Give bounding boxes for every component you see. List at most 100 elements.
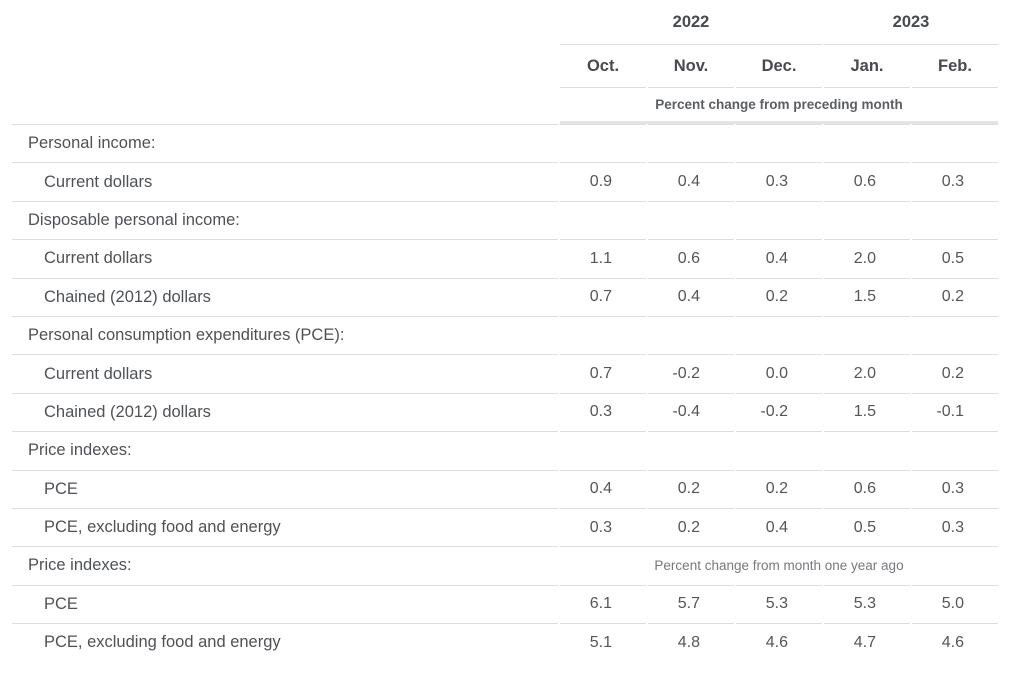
value-cell: 0.2	[912, 277, 998, 316]
row-label: Chained (2012) dollars	[12, 277, 558, 316]
value-cell: 0.4	[736, 239, 822, 277]
empty-cell	[824, 431, 910, 469]
value-cell: 5.7	[648, 584, 734, 623]
table-row: Current dollars 1.1 0.6 0.4 2.0 0.5	[12, 239, 998, 277]
table-row: Current dollars 0.9 0.4 0.3 0.6 0.3	[12, 162, 998, 200]
value-cell: 0.2	[648, 507, 734, 546]
units-header-row: Percent change from preceding month	[12, 88, 998, 124]
value-cell: -0.1	[912, 392, 998, 431]
section-label: Price indexes:	[12, 546, 558, 584]
empty-cell	[824, 200, 910, 239]
row-label: PCE, excluding food and energy	[12, 507, 558, 546]
value-cell: 0.6	[824, 469, 910, 508]
row-label: Current dollars	[12, 239, 558, 277]
empty-cell	[648, 200, 734, 239]
value-cell: 0.3	[560, 392, 646, 431]
value-cell: 2.0	[824, 239, 910, 277]
section-row: Personal consumption expenditures (PCE):	[12, 315, 998, 354]
value-cell: -0.2	[648, 354, 734, 392]
table-row: PCE, excluding food and energy 5.1 4.8 4.6 4…	[12, 623, 998, 661]
year-header-2023: 2023	[824, 0, 998, 45]
table-row: PCE, excluding food and energy 0.3 0.2 0.4 0…	[12, 507, 998, 546]
value-cell: 0.3	[912, 469, 998, 508]
section-row: Price indexes: Percent change from month …	[12, 546, 998, 584]
row-label: PCE	[12, 584, 558, 623]
value-cell: 0.0	[736, 354, 822, 392]
empty-cell	[912, 431, 998, 469]
value-cell: 0.2	[736, 469, 822, 508]
value-cell: 0.4	[560, 469, 646, 508]
row-label: Chained (2012) dollars	[12, 392, 558, 431]
month-header-oct: Oct.	[560, 45, 646, 88]
section-row: Personal income:	[12, 124, 998, 162]
row-label: Current dollars	[12, 162, 558, 200]
year-header-row: 2022 2023	[12, 0, 998, 45]
value-cell: 0.3	[736, 162, 822, 200]
value-cell: 0.2	[912, 354, 998, 392]
header-spacer	[12, 45, 558, 88]
month-header-row: Oct. Nov. Dec. Jan. Feb.	[12, 45, 998, 88]
value-cell: 1.5	[824, 277, 910, 316]
month-header-dec: Dec.	[736, 45, 822, 88]
value-cell: 0.3	[912, 507, 998, 546]
table-row: Chained (2012) dollars 0.3 -0.4 -0.2 1.5 -0.1	[12, 392, 998, 431]
month-header-feb: Feb.	[912, 45, 998, 88]
value-cell: 0.9	[560, 162, 646, 200]
value-cell: 0.6	[824, 162, 910, 200]
value-cell: 5.3	[824, 584, 910, 623]
section-row: Disposable personal income:	[12, 200, 998, 239]
empty-cell	[736, 315, 822, 354]
value-cell: 0.4	[648, 162, 734, 200]
value-cell: 0.5	[912, 239, 998, 277]
table-header: 2022 2023 Oct. Nov. Dec. Jan. Feb. Perce…	[12, 0, 998, 124]
value-cell: 0.6	[648, 239, 734, 277]
empty-cell	[560, 431, 646, 469]
empty-cell	[824, 124, 910, 162]
empty-cell	[824, 315, 910, 354]
value-cell: 5.3	[736, 584, 822, 623]
value-cell: 0.2	[648, 469, 734, 508]
value-cell: 1.1	[560, 239, 646, 277]
value-cell: -0.2	[736, 392, 822, 431]
empty-cell	[560, 124, 646, 162]
value-cell: 2.0	[824, 354, 910, 392]
value-cell: 0.3	[560, 507, 646, 546]
section-label: Disposable personal income:	[12, 200, 558, 239]
table-row: PCE 6.1 5.7 5.3 5.3 5.0	[12, 584, 998, 623]
value-cell: 5.0	[912, 584, 998, 623]
table-body: Personal income: Current dollars 0.9 0.4 0.3…	[12, 124, 998, 661]
section-label: Price indexes:	[12, 431, 558, 469]
table-row: Current dollars 0.7 -0.2 0.0 2.0 0.2	[12, 354, 998, 392]
value-cell: 0.4	[736, 507, 822, 546]
value-cell: 4.6	[736, 623, 822, 661]
year-header-2022: 2022	[560, 0, 822, 45]
month-header-nov: Nov.	[648, 45, 734, 88]
value-cell: 0.3	[912, 162, 998, 200]
table-row: Chained (2012) dollars 0.7 0.4 0.2 1.5 0.2	[12, 277, 998, 316]
section-row: Price indexes:	[12, 431, 998, 469]
header-spacer	[12, 88, 558, 124]
empty-cell	[648, 315, 734, 354]
value-cell: 4.7	[824, 623, 910, 661]
value-cell: 4.6	[912, 623, 998, 661]
table-row: PCE 0.4 0.2 0.2 0.6 0.3	[12, 469, 998, 508]
row-label: PCE	[12, 469, 558, 508]
empty-cell	[912, 315, 998, 354]
value-cell: 1.5	[824, 392, 910, 431]
value-cell: 0.2	[736, 277, 822, 316]
personal-income-table: 2022 2023 Oct. Nov. Dec. Jan. Feb. Perce…	[10, 0, 1000, 661]
section-label: Personal income:	[12, 124, 558, 162]
value-cell: -0.4	[648, 392, 734, 431]
units-subheader: Percent change from preceding month	[560, 88, 998, 124]
section-label: Personal consumption expenditures (PCE):	[12, 315, 558, 354]
empty-cell	[560, 315, 646, 354]
value-cell: 0.4	[648, 277, 734, 316]
empty-cell	[648, 431, 734, 469]
empty-cell	[736, 124, 822, 162]
empty-cell	[560, 200, 646, 239]
value-cell: 0.5	[824, 507, 910, 546]
value-cell: 0.7	[560, 277, 646, 316]
empty-cell	[736, 431, 822, 469]
empty-cell	[912, 200, 998, 239]
value-cell: 0.7	[560, 354, 646, 392]
